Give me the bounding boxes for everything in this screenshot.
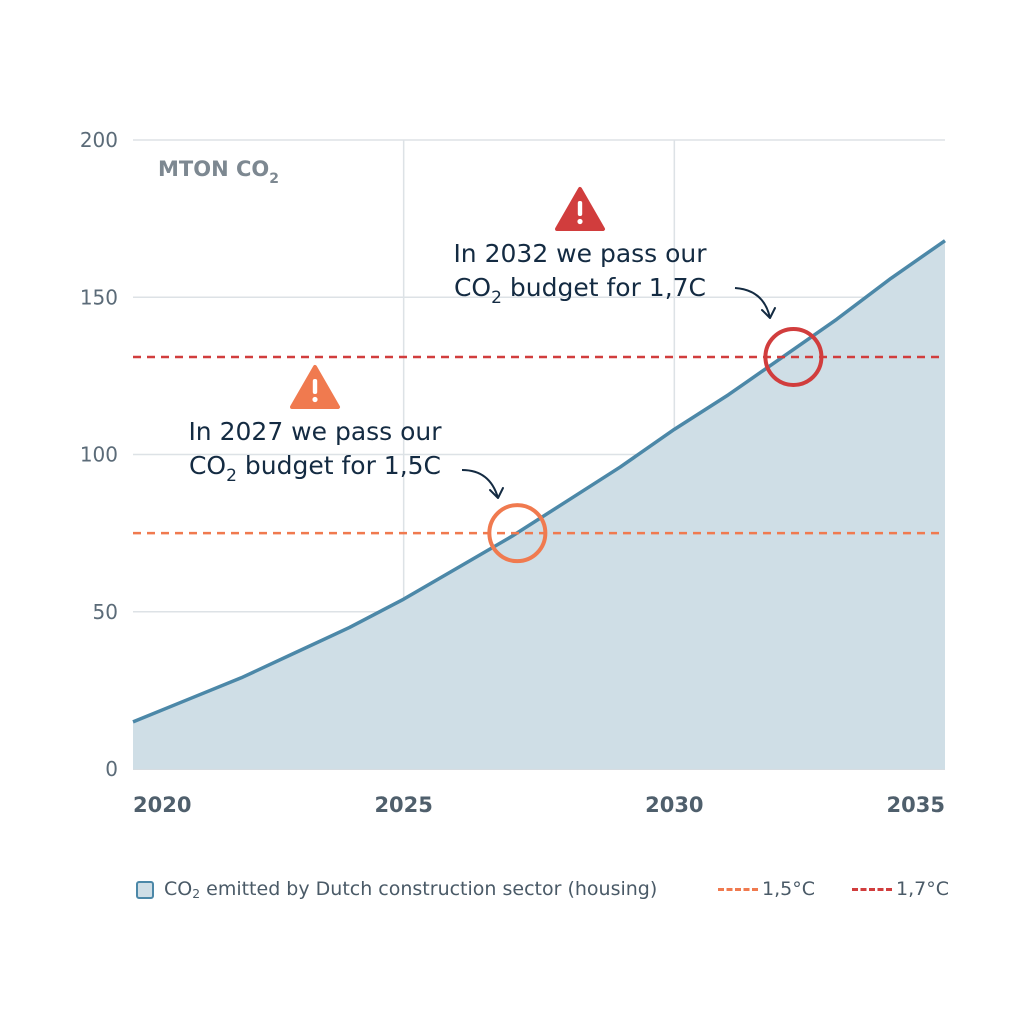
y-tick-label: 100 bbox=[80, 443, 118, 467]
red-dash-icon bbox=[852, 887, 892, 891]
annotation-2: In 2032 we pass our CO2 budget for 1,7C bbox=[453, 187, 824, 388]
threshold-lines bbox=[133, 355, 945, 535]
x-tick-label: 2035 bbox=[887, 793, 945, 817]
area-swatch-icon bbox=[136, 880, 154, 899]
x-tick-label: 2025 bbox=[374, 793, 432, 817]
y-axis-ticks: 0 50 100 150 200 bbox=[80, 128, 118, 781]
x-tick-label: 2020 bbox=[133, 793, 191, 817]
orange-dash-icon bbox=[718, 887, 758, 891]
x-tick-label: 2030 bbox=[645, 793, 703, 817]
warning-icon bbox=[555, 187, 605, 231]
arrowhead-icon bbox=[761, 307, 776, 319]
annotation-line1: In 2032 we pass our bbox=[453, 239, 707, 268]
legend-item-emissions: CO2 emitted by Dutch construction sector… bbox=[136, 878, 657, 901]
y-tick-label: 0 bbox=[105, 757, 118, 781]
legend: CO2 emitted by Dutch construction sector… bbox=[136, 878, 949, 908]
arrow-icon bbox=[461, 469, 499, 499]
y-tick-label: 200 bbox=[80, 128, 118, 152]
warning-icon bbox=[290, 365, 340, 409]
legend-item-17c: 1,7°C bbox=[852, 878, 949, 900]
annotation-line1: In 2027 we pass our bbox=[188, 417, 442, 446]
annotation-1: In 2027 we pass our CO2 budget for 1,5C bbox=[188, 365, 548, 564]
emissions-line bbox=[132, 239, 947, 724]
arrowhead-icon bbox=[489, 487, 504, 499]
legend-label-emissions: CO2 emitted by Dutch construction sector… bbox=[164, 878, 658, 902]
y-tick-label: 50 bbox=[93, 600, 118, 624]
annotation-line2: CO2 budget for 1,7C bbox=[454, 273, 706, 308]
y-axis-unit-label: MTON CO2 bbox=[158, 157, 279, 187]
arrow-icon bbox=[734, 287, 771, 319]
crossing-marker bbox=[763, 327, 824, 388]
x-axis-ticks: 2020 2025 2030 2035 bbox=[133, 793, 945, 817]
crossing-marker bbox=[487, 503, 548, 564]
emissions-area bbox=[133, 240, 945, 769]
legend-label-15c: 1,5°C bbox=[762, 878, 815, 900]
legend-label-17c: 1,7°C bbox=[896, 878, 949, 900]
annotation-line2: CO2 budget for 1,5C bbox=[189, 451, 441, 486]
legend-item-15c: 1,5°C bbox=[718, 878, 815, 900]
y-tick-label: 150 bbox=[80, 285, 118, 309]
